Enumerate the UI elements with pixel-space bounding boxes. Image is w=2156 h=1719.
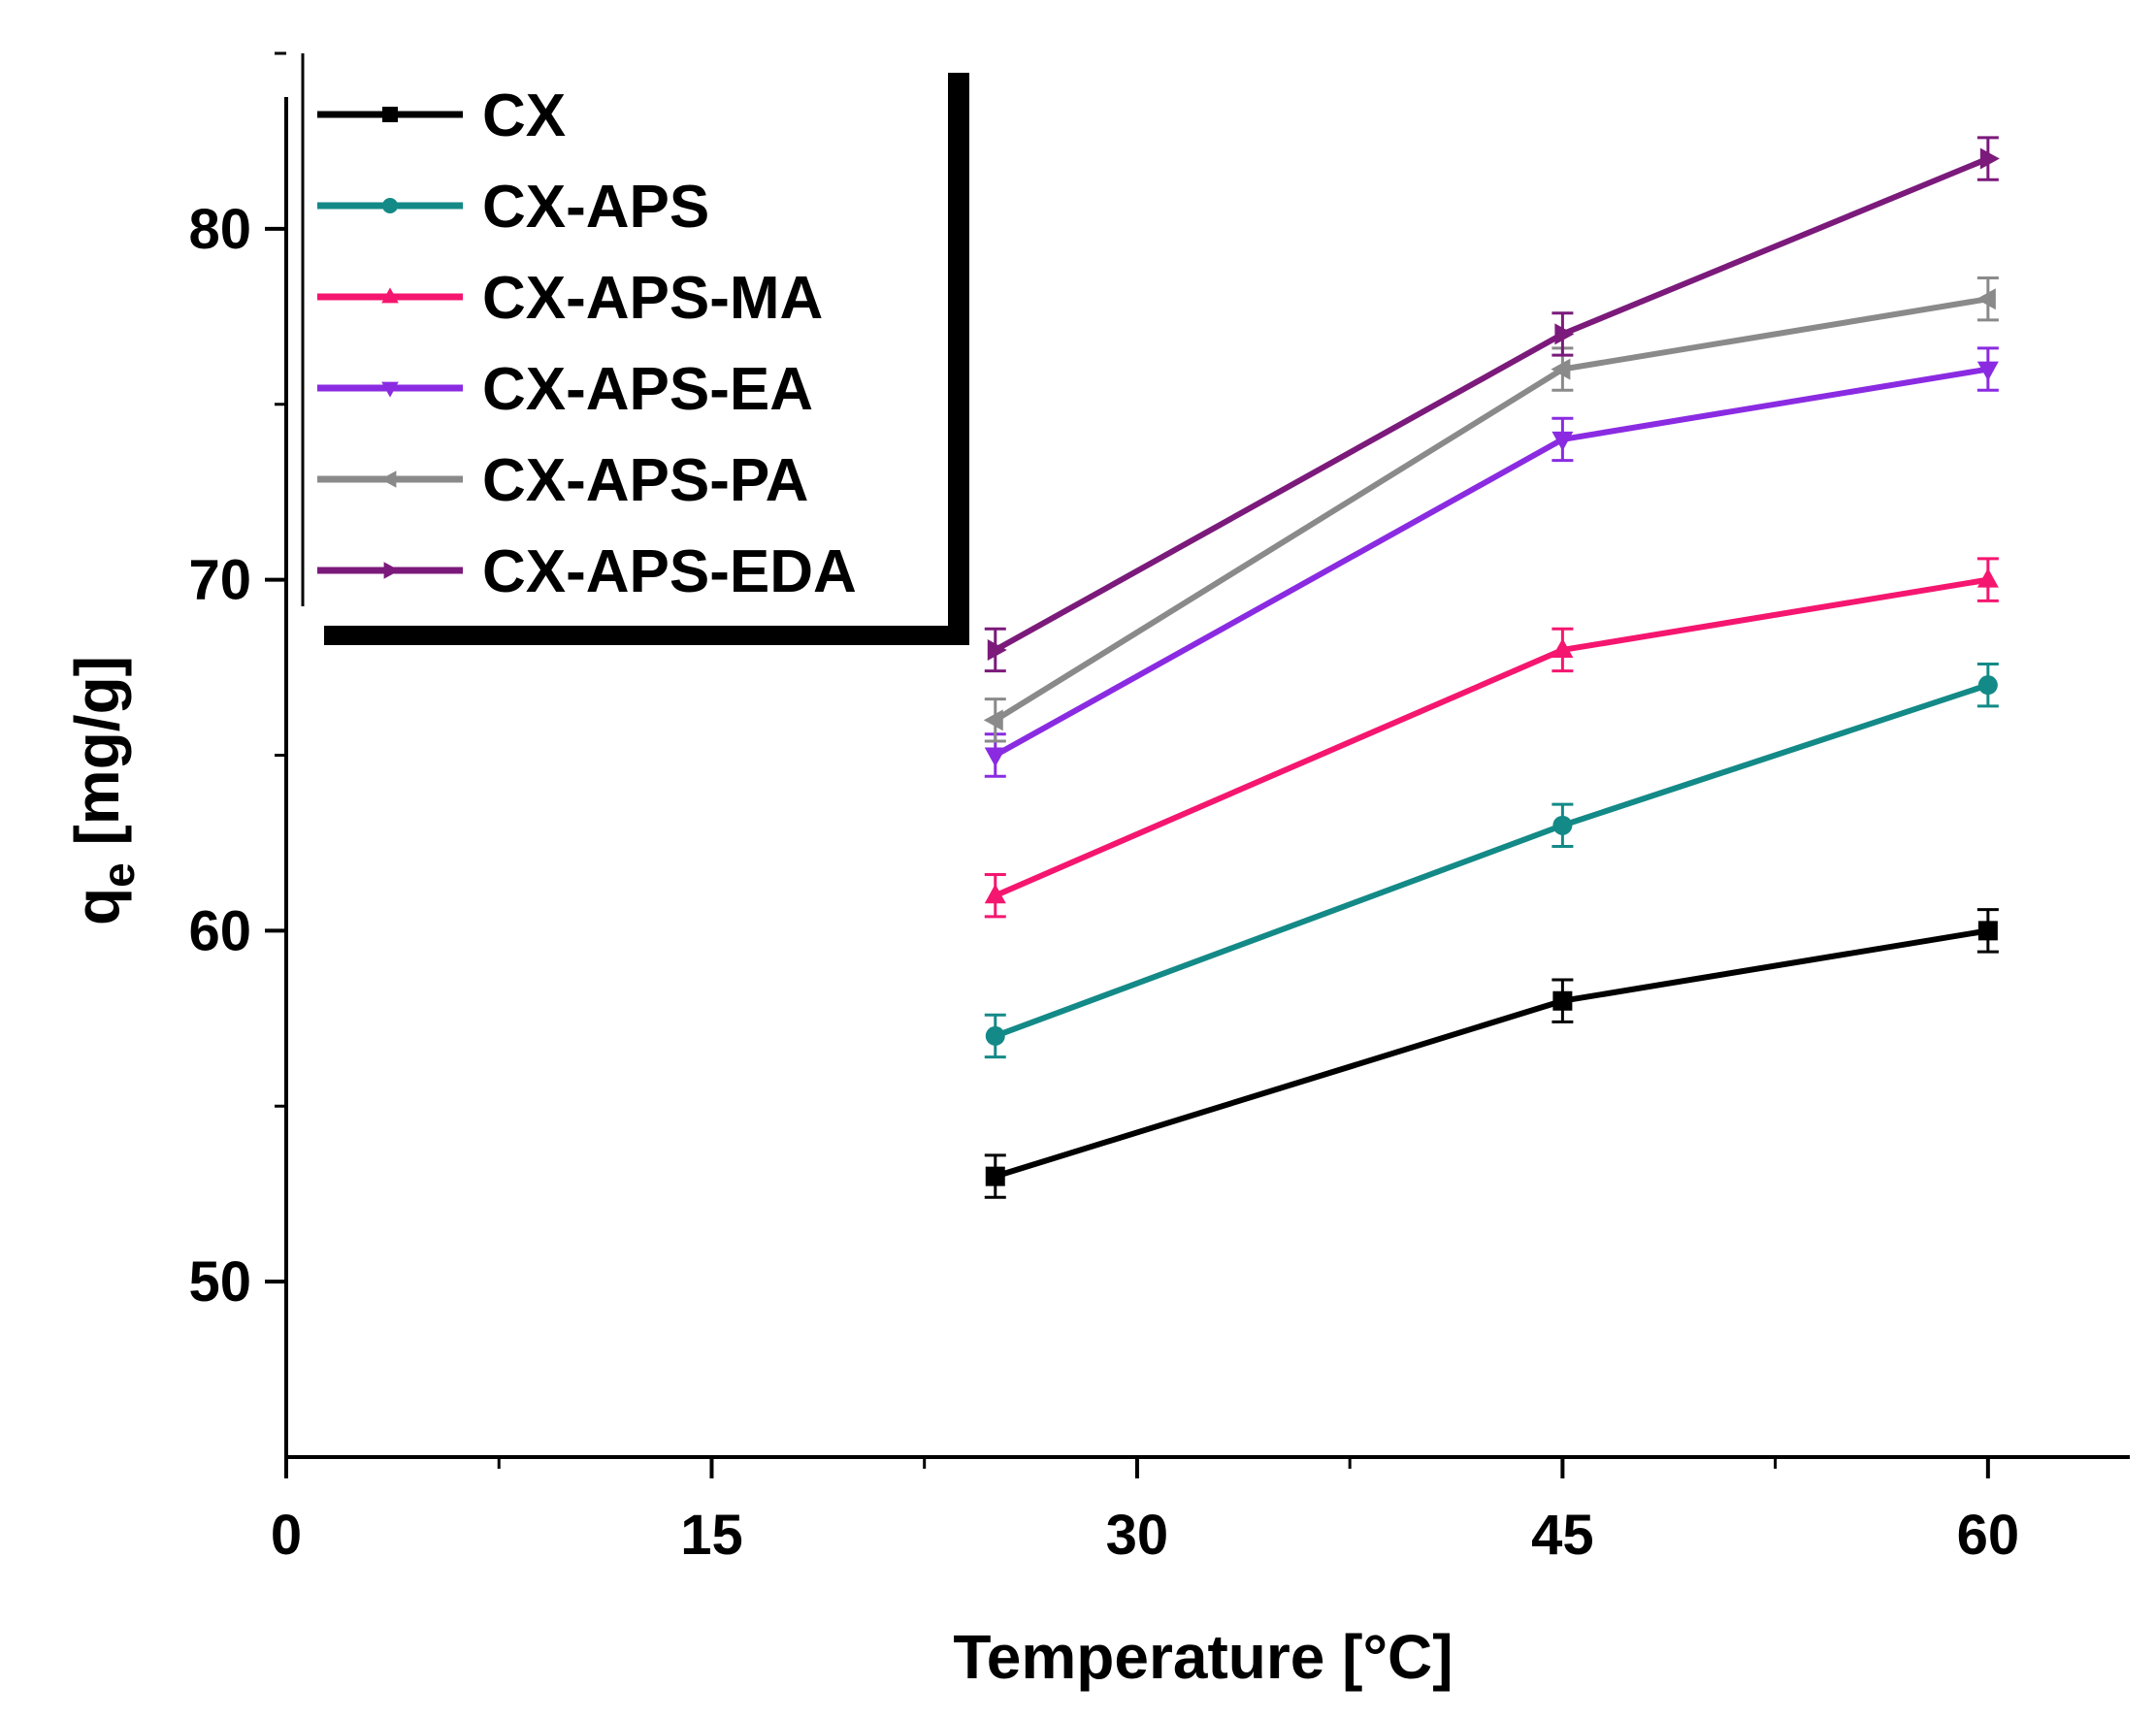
legend-label: CX-APS (482, 174, 709, 241)
x-tick-label: 30 (1106, 1504, 1169, 1567)
y-tick-label: 80 (188, 198, 251, 261)
series-cx-aps (984, 662, 1999, 1059)
series-line (994, 682, 1989, 1039)
data-point (1552, 815, 1573, 835)
legend-item-cx-aps-pa: CX-APS-PA (317, 447, 808, 514)
x-tick-label: 60 (1957, 1504, 2020, 1567)
legend-item-cx: CX (317, 82, 566, 149)
legend-swatch-marker (381, 381, 399, 398)
data-point (984, 884, 1006, 904)
legend-label: CX-APS-PA (482, 447, 808, 514)
data-point (1979, 147, 2000, 170)
series-cx-aps-ma (984, 557, 1999, 919)
data-point (984, 747, 1006, 767)
data-point (1976, 361, 1999, 381)
series-line (994, 155, 1989, 653)
series-line (994, 296, 1989, 723)
legend: CX CX-APS CX-APS-MA CX-APS-EA CX-APS-PA CX-AP… (301, 53, 969, 645)
legend-label: CX (482, 82, 566, 149)
legend-item-cx-aps-ma: CX-APS-MA (317, 265, 823, 332)
legend-swatch-marker (380, 470, 397, 488)
legend-label: CX-APS-EA (482, 356, 813, 423)
x-tick-label: 15 (680, 1504, 743, 1567)
legend-item-cx-aps-eda: CX-APS-EDA (317, 538, 857, 605)
series-cx (984, 908, 1999, 1199)
legend-swatch-marker (382, 198, 398, 213)
data-point (987, 638, 1007, 661)
data-point (1976, 568, 1999, 588)
series-cx-aps-ea (984, 346, 1999, 778)
y-tick-label: 50 (188, 1250, 251, 1314)
x-tick-label: 45 (1531, 1504, 1594, 1567)
data-point (1977, 675, 1998, 696)
series-layer (983, 136, 2000, 1199)
data-point (985, 1166, 1005, 1186)
legend-label: CX-APS-MA (482, 265, 823, 332)
legend-box (303, 53, 948, 626)
legend-item-cx-aps: CX-APS (317, 174, 709, 241)
data-point (1552, 431, 1574, 451)
data-point (983, 709, 1003, 731)
legend-swatch-marker (381, 287, 399, 304)
data-point (1552, 990, 1573, 1011)
series-cx-aps-pa (983, 276, 1999, 743)
series-line (994, 366, 1989, 759)
axis-titles: Temperature [°C] qe [mg/g] (62, 656, 1454, 1692)
y-tick-label: 60 (188, 899, 251, 962)
legend-swatch-marker (383, 562, 400, 579)
x-tick-label: 0 (271, 1504, 302, 1567)
series-line (994, 927, 1989, 1180)
y-axis-title-suffix: [mg/g] (62, 656, 132, 862)
legend-item-cx-aps-ea: CX-APS-EA (317, 356, 813, 423)
data-point (1554, 323, 1575, 345)
x-axis-title: Temperature [°C] (953, 1622, 1453, 1692)
y-axis-title: qe [mg/g] (62, 656, 144, 925)
legend-swatch-marker (382, 107, 398, 122)
y-tick-label: 70 (188, 549, 251, 612)
legend-label: CX-APS-EDA (482, 538, 857, 605)
y-axis-title-main: q (62, 888, 132, 925)
data-point (1976, 288, 1996, 310)
series-cx-aps-eda (984, 136, 2000, 673)
data-point (1977, 921, 1998, 941)
axes: 0 15 30 45 60 50 60 70 80 (188, 51, 2130, 1567)
data-point (1552, 637, 1574, 658)
data-point (985, 1025, 1005, 1046)
y-axis-title-subscript: e (93, 862, 144, 888)
data-point (1551, 358, 1571, 380)
